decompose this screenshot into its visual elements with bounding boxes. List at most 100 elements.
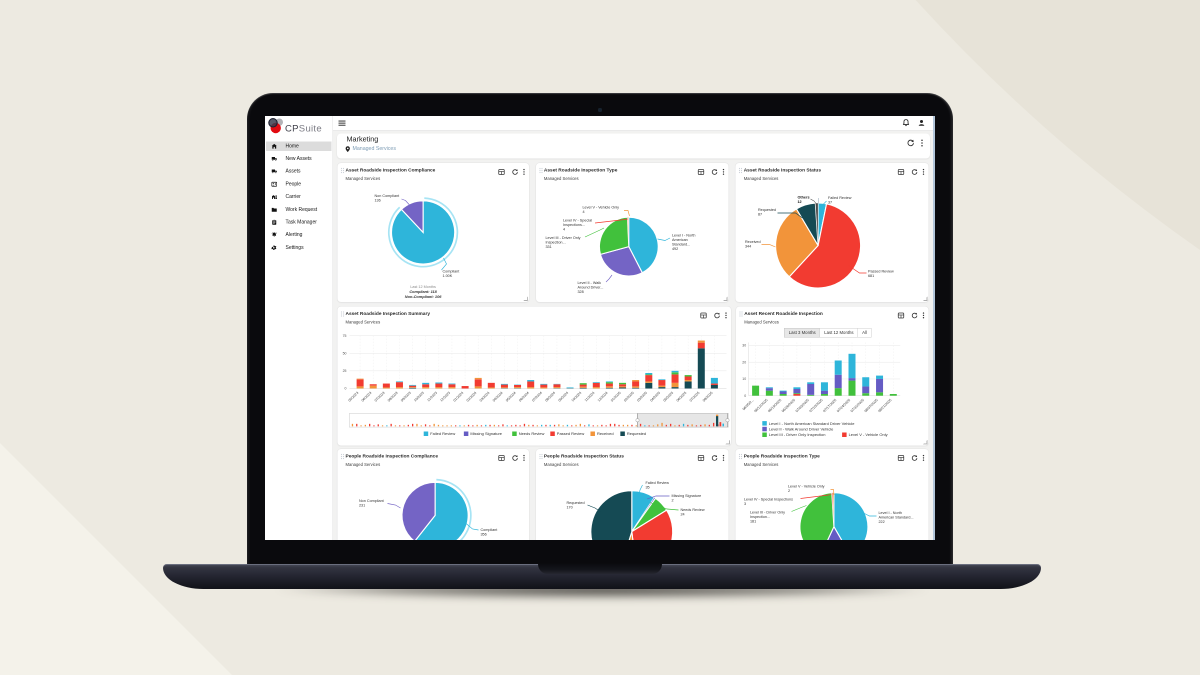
svg-text:08/2023: 08/2023 (387, 391, 399, 403)
svg-text:Others: Others (798, 196, 810, 200)
svg-text:Non Compliant: Non Compliant (359, 499, 385, 503)
svg-text:222: 222 (879, 520, 885, 524)
svg-text:Requested: Requested (758, 208, 776, 212)
svg-text:681: 681 (868, 274, 874, 278)
svg-text:Received: Received (597, 431, 614, 436)
svg-text:12/2024: 12/2024 (597, 391, 609, 403)
svg-text:07/31/2025: 07/31/2025 (850, 398, 865, 413)
svg-text:05/2023: 05/2023 (348, 391, 360, 403)
svg-text:08/21/2025: 08/21/2025 (878, 398, 893, 413)
svg-text:04/2025: 04/2025 (649, 391, 661, 403)
svg-text:02/2025: 02/2025 (623, 391, 635, 403)
svg-text:04/2024: 04/2024 (492, 391, 504, 403)
svg-text:Inspections...: Inspections... (563, 223, 585, 227)
svg-text:Level III - Driver Only Inspec: Level III - Driver Only Inspection (769, 432, 826, 437)
svg-text:Passed Review: Passed Review (557, 431, 585, 436)
svg-text:07/10/2025: 07/10/2025 (809, 398, 824, 413)
svg-text:Level V - Vehicle Only: Level V - Vehicle Only (849, 432, 888, 437)
svg-text:Inspection...: Inspection... (750, 515, 770, 519)
svg-text:Level III - Driver Only: Level III - Driver Only (750, 510, 785, 514)
svg-text:Compliant: Compliant (442, 270, 460, 274)
svg-text:Requested: Requested (566, 501, 584, 505)
svg-text:05/2025: 05/2025 (663, 391, 675, 403)
svg-text:12/2023: 12/2023 (439, 391, 451, 403)
svg-text:Level III - Driver Only: Level III - Driver Only (545, 236, 580, 240)
svg-text:10/2024: 10/2024 (571, 391, 583, 403)
svg-text:37: 37 (828, 201, 832, 205)
svg-text:Missing Signature: Missing Signature (470, 431, 502, 436)
svg-text:08/2024: 08/2024 (544, 391, 556, 403)
svg-text:4: 4 (563, 228, 565, 232)
svg-text:181: 181 (750, 519, 756, 523)
svg-text:4: 4 (582, 210, 584, 214)
svg-text:170: 170 (566, 505, 572, 509)
svg-text:24: 24 (680, 512, 684, 516)
svg-text:05/2024: 05/2024 (505, 391, 517, 403)
svg-text:Failed Review: Failed Review (828, 196, 852, 200)
svg-text:12: 12 (798, 200, 802, 204)
svg-text:Compliant: Compliant (480, 528, 498, 532)
svg-text:07/03/2025: 07/03/2025 (795, 398, 810, 413)
svg-text:30: 30 (743, 343, 747, 347)
svg-text:Inspection...: Inspection... (545, 241, 565, 245)
svg-text:328: 328 (577, 290, 583, 294)
svg-text:03/2025: 03/2025 (636, 391, 648, 403)
svg-text:Requested: Requested (627, 431, 646, 436)
svg-text:07/24/2025: 07/24/2025 (836, 398, 851, 413)
svg-text:Needs Review: Needs Review (680, 508, 704, 512)
svg-text:2: 2 (671, 498, 673, 502)
svg-text:06/26/2025: 06/26/2025 (781, 398, 796, 413)
svg-text:492: 492 (672, 247, 678, 251)
svg-text:07/2023: 07/2023 (374, 391, 386, 403)
svg-text:Failed Review: Failed Review (645, 481, 669, 485)
svg-text:10/2023: 10/2023 (413, 391, 425, 403)
svg-text:231: 231 (359, 503, 365, 507)
svg-text:50: 50 (343, 351, 347, 355)
svg-text:06/05/2...: 06/05/2... (742, 398, 755, 411)
svg-text:06/12/2025: 06/12/2025 (754, 398, 769, 413)
svg-text:Standard...: Standard... (672, 243, 690, 247)
svg-text:Needs Review: Needs Review (519, 431, 545, 436)
svg-text:Compliant: 118: Compliant: 118 (409, 289, 437, 294)
svg-text:1.00K: 1.00K (442, 274, 452, 278)
svg-text:344: 344 (745, 245, 751, 249)
svg-text:Level I - North American Stand: Level I - North American Standard Driver… (769, 421, 855, 426)
svg-text:Level I - North: Level I - North (879, 511, 902, 515)
svg-text:Level I - North: Level I - North (672, 234, 695, 238)
svg-text:Passed Review: Passed Review (868, 270, 894, 274)
svg-text:356: 356 (480, 532, 486, 536)
svg-text:07/2025: 07/2025 (689, 391, 701, 403)
svg-text:Non Compliant: Non Compliant (374, 194, 400, 198)
svg-text:07/17/2025: 07/17/2025 (822, 398, 837, 413)
svg-text:06/19/2025: 06/19/2025 (767, 398, 782, 413)
svg-text:01/2025: 01/2025 (610, 391, 622, 403)
svg-text:35: 35 (645, 485, 649, 489)
svg-text:331: 331 (545, 245, 551, 249)
svg-text:25: 25 (343, 369, 347, 373)
svg-text:09/2023: 09/2023 (400, 391, 412, 403)
svg-text:Level II - Walk: Level II - Walk (577, 281, 601, 285)
svg-text:136: 136 (374, 199, 380, 203)
svg-text:0: 0 (744, 394, 746, 398)
svg-text:3: 3 (744, 502, 746, 506)
svg-text:02/2024: 02/2024 (466, 391, 478, 403)
svg-text:2: 2 (788, 489, 790, 493)
svg-text:03/2024: 03/2024 (479, 391, 491, 403)
svg-text:Received: Received (745, 240, 761, 244)
svg-text:08/07/2025: 08/07/2025 (864, 398, 879, 413)
svg-text:06/2024: 06/2024 (518, 391, 530, 403)
svg-text:07/2024: 07/2024 (531, 391, 543, 403)
svg-text:01/2024: 01/2024 (453, 391, 465, 403)
svg-text:08/2025: 08/2025 (702, 391, 714, 403)
svg-text:Level V - Vehicle Only: Level V - Vehicle Only (582, 206, 619, 210)
svg-text:Failed Review: Failed Review (430, 431, 455, 436)
svg-text:Last 12 Months: Last 12 Months (410, 285, 436, 289)
svg-text:American Standard...: American Standard... (879, 515, 914, 519)
svg-text:Level IV - Special: Level IV - Special (563, 219, 592, 223)
svg-text:11/2024: 11/2024 (584, 391, 596, 403)
svg-text:87: 87 (758, 213, 762, 217)
svg-text:20: 20 (743, 360, 747, 364)
svg-text:09/2024: 09/2024 (558, 391, 570, 403)
svg-text:06/2023: 06/2023 (361, 391, 373, 403)
svg-text:06/2025: 06/2025 (676, 391, 688, 403)
